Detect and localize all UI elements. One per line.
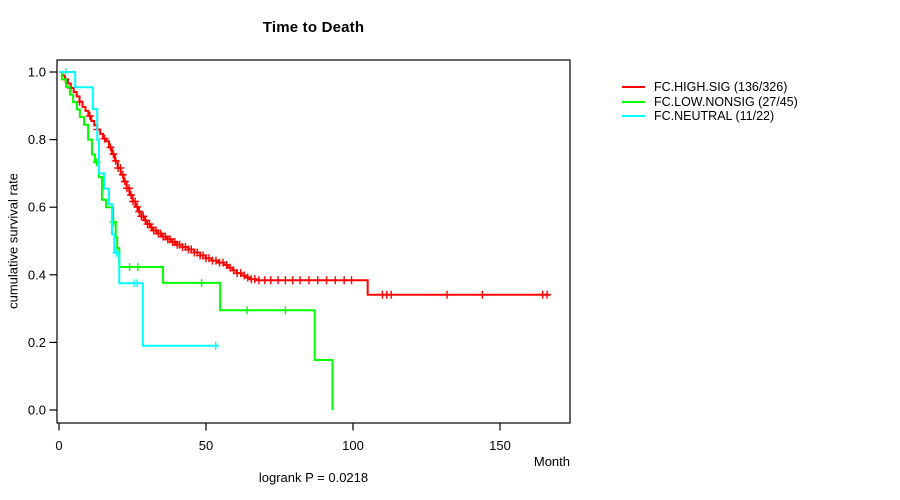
y-tick-label: 0.6 bbox=[28, 200, 46, 215]
logrank-annotation: logrank P = 0.0218 bbox=[258, 470, 369, 485]
legend-label: FC.NEUTRAL (11/22) bbox=[654, 109, 775, 124]
legend: FC.HIGH.SIG (136/326) FC.LOW.NONSIG (27/… bbox=[622, 80, 798, 124]
plot-box bbox=[56, 59, 571, 424]
y-tick-label: 0.2 bbox=[28, 335, 46, 350]
km-curve-FC.LOW.NONSIG bbox=[59, 71, 334, 410]
x-tick-label: 50 bbox=[199, 438, 213, 453]
y-tick-label: 0.4 bbox=[28, 267, 46, 282]
legend-line-icon bbox=[622, 100, 645, 103]
legend-line-icon bbox=[622, 115, 645, 118]
legend-item-high-sig: FC.HIGH.SIG (136/326) bbox=[622, 80, 798, 95]
x-tick-label: 0 bbox=[55, 438, 62, 453]
legend-label: FC.LOW.NONSIG (27/45) bbox=[654, 94, 798, 109]
y-tick-label: 0.0 bbox=[28, 403, 46, 418]
y-tick-label: 0.8 bbox=[28, 132, 46, 147]
legend-label: FC.HIGH.SIG (136/326) bbox=[654, 80, 788, 95]
km-curve-FC.NEUTRAL bbox=[59, 71, 218, 347]
x-tick-label: 100 bbox=[342, 438, 364, 453]
legend-line-icon bbox=[622, 86, 645, 89]
chart-title: Time to Death bbox=[262, 19, 365, 36]
y-tick-label: 1.0 bbox=[28, 65, 46, 80]
legend-item-neutral: FC.NEUTRAL (11/22) bbox=[622, 109, 798, 124]
x-axis-label: Month bbox=[533, 454, 570, 469]
x-tick-label: 150 bbox=[489, 438, 511, 453]
km-curve-FC.HIGH.SIG bbox=[59, 71, 550, 296]
legend-item-low-nonsig: FC.LOW.NONSIG (27/45) bbox=[622, 95, 798, 110]
